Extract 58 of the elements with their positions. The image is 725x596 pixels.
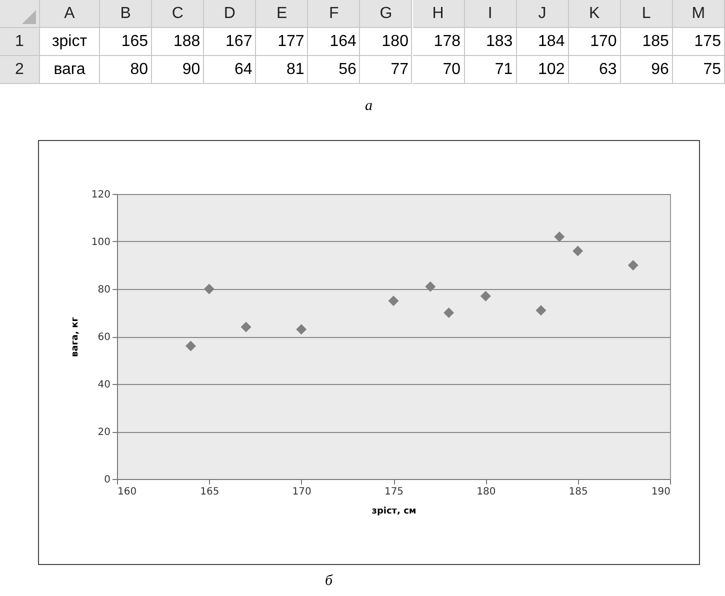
y-tick-label: 80 [98, 284, 110, 296]
text: 175 [672, 28, 725, 56]
x-tick-label: 190 [651, 486, 670, 498]
text: C [152, 0, 204, 28]
text: 164 [308, 28, 360, 56]
x-tick-label: 180 [476, 486, 496, 498]
text: H [412, 0, 465, 28]
text: 184 [516, 28, 569, 56]
y-tick-label: 120 [91, 190, 110, 200]
text: 178 [412, 28, 465, 56]
text: 71 [464, 56, 517, 84]
text: 167 [204, 28, 256, 56]
text: F [308, 0, 360, 28]
text: 1 [0, 28, 40, 56]
text: 77 [360, 56, 412, 84]
text: 180 [360, 28, 412, 56]
text: 102 [516, 56, 569, 84]
text: A [40, 0, 100, 28]
text: 75 [672, 56, 725, 84]
y-tick-label: 0 [104, 474, 110, 486]
y-tick-label: 60 [98, 332, 110, 343]
text: L [620, 0, 673, 28]
text: 170 [568, 28, 621, 56]
y-tick-label: 100 [91, 237, 110, 248]
text: а [365, 98, 372, 115]
text: I [464, 0, 517, 28]
text: 81 [256, 56, 308, 84]
text: 165 [100, 28, 152, 56]
text: 96 [620, 56, 673, 84]
text: 90 [152, 56, 204, 84]
text: K [568, 0, 621, 28]
x-tick-label: 170 [292, 486, 312, 498]
text: 63 [568, 56, 621, 84]
x-tick-label: 165 [200, 486, 220, 498]
y-tick-label: 40 [98, 380, 110, 390]
text: 185 [620, 28, 673, 56]
text: M [672, 0, 725, 28]
x-axis-title: зріст, см [372, 506, 416, 516]
text: 64 [204, 56, 256, 84]
text: б [325, 573, 333, 590]
text: 177 [256, 28, 308, 56]
text: D [204, 0, 256, 28]
text: 70 [412, 56, 465, 84]
x-tick-label: 185 [568, 486, 588, 498]
x-tick-label: 160 [118, 486, 137, 498]
text: 56 [308, 56, 360, 84]
text: зріст [40, 28, 100, 56]
y-tick-label: 20 [98, 427, 110, 438]
text: вага [40, 56, 100, 84]
text: B [100, 0, 152, 28]
text: 183 [464, 28, 517, 56]
text: E [256, 0, 308, 28]
text: G [360, 0, 412, 28]
y-axis-title: вага, кг [70, 316, 80, 357]
text: J [516, 0, 569, 28]
x-tick-label: 175 [384, 486, 404, 498]
text: 2 [0, 56, 40, 84]
text: 188 [152, 28, 204, 56]
